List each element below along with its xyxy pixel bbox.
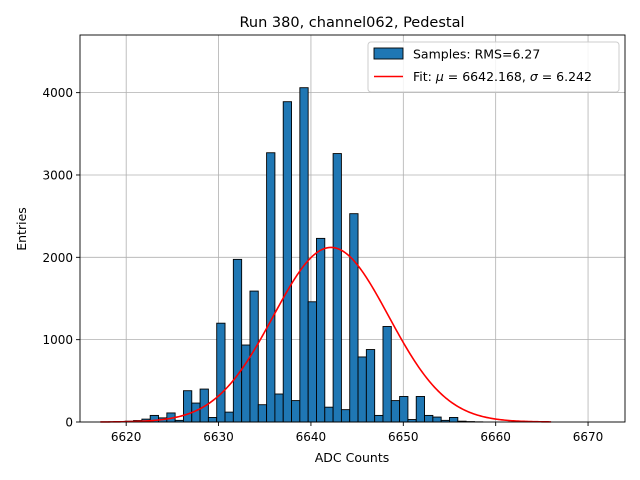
legend-swatch-samples xyxy=(373,47,404,60)
histogram-bar xyxy=(382,326,392,423)
histogram-bar xyxy=(307,301,317,423)
histogram-bar xyxy=(424,414,434,423)
legend: Samples: RMS=6.27 Fit: μ = 6642.168, σ =… xyxy=(367,41,620,93)
x-axis-label: ADC Counts xyxy=(315,450,390,465)
histogram-bar xyxy=(390,400,401,423)
histogram-bar xyxy=(299,87,309,423)
histogram-bar xyxy=(316,237,326,423)
histogram-bar xyxy=(291,400,301,423)
histogram-bar xyxy=(449,417,459,423)
x-tick-label-6660: 6660 xyxy=(480,430,511,444)
legend-fit-sigma-symbol: σ xyxy=(530,69,539,84)
histogram-bar xyxy=(241,344,251,423)
histogram-bar xyxy=(249,290,259,423)
x-tick-label-6670: 6670 xyxy=(573,430,604,444)
histogram-bar xyxy=(357,356,367,423)
histogram-bar xyxy=(282,101,292,423)
histogram-bar xyxy=(332,153,342,423)
y-axis-label: Entries xyxy=(14,207,29,251)
histogram-bar xyxy=(224,411,234,423)
legend-fit-sigma-value: = 6.242 xyxy=(538,69,592,84)
legend-fit-mu-value: = 6642.168, xyxy=(444,69,530,84)
legend-fit-prefix: Fit: xyxy=(413,69,436,84)
histogram-bar xyxy=(349,213,359,423)
histogram-bar xyxy=(399,396,409,423)
histogram-bar xyxy=(274,393,284,423)
x-tick-label-6640: 6640 xyxy=(296,430,327,444)
legend-fit-mu-symbol: μ xyxy=(435,69,444,84)
histogram-bar xyxy=(183,390,193,423)
histogram-bar xyxy=(432,416,442,423)
histogram-bar xyxy=(365,349,376,423)
y-tick-label-0: 0 xyxy=(65,416,73,430)
histogram-bar xyxy=(324,406,334,423)
y-tick-label-2000: 2000 xyxy=(42,251,73,265)
chart-title: Run 380, channel062, Pedestal xyxy=(239,15,464,31)
grid-lines xyxy=(80,35,625,423)
y-tick-label-1000: 1000 xyxy=(42,333,73,347)
y-tick-label-4000: 4000 xyxy=(42,86,73,100)
legend-label-fit: Fit: μ = 6642.168, σ = 6.242 xyxy=(413,69,592,84)
histogram-bar xyxy=(415,396,426,423)
x-axis-ticks: 6620 6630 6640 6650 6660 6670 xyxy=(111,422,603,444)
fit-curve xyxy=(100,246,552,423)
y-tick-label-3000: 3000 xyxy=(42,168,73,182)
histogram-bar xyxy=(207,417,218,423)
histogram-bar xyxy=(216,322,226,423)
histogram-bars xyxy=(108,87,484,423)
histogram-bar xyxy=(266,152,276,423)
histogram-bar xyxy=(257,404,268,423)
histogram-bar xyxy=(232,258,243,423)
y-axis-ticks: 0 1000 2000 3000 4000 xyxy=(42,86,80,430)
plot-frame xyxy=(79,34,626,423)
legend-box xyxy=(367,41,620,93)
x-tick-label-6630: 6630 xyxy=(203,430,234,444)
histogram-bar xyxy=(340,409,351,423)
x-tick-label-6620: 6620 xyxy=(111,430,142,444)
histogram-bar xyxy=(374,414,384,423)
x-tick-label-6650: 6650 xyxy=(388,430,419,444)
legend-label-samples: Samples: RMS=6.27 xyxy=(413,47,540,62)
